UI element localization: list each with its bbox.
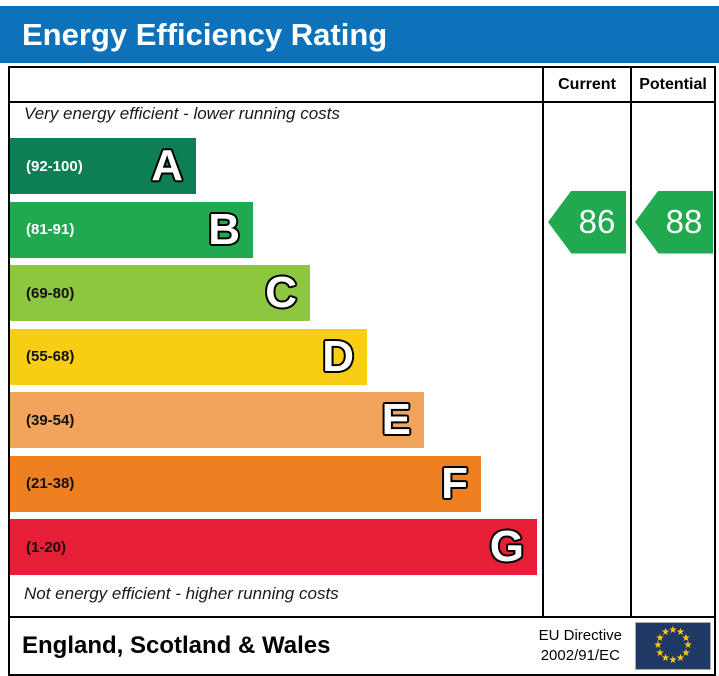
eu-flag-star: ★	[655, 647, 665, 659]
band-g: (1-20) G	[10, 519, 537, 575]
potential-column: Potential	[630, 68, 714, 616]
band-c: (69-80) C	[10, 265, 310, 321]
current-column-header: Current	[558, 76, 616, 93]
top-note: Very energy efficient - lower running co…	[24, 104, 340, 123]
band-letter: B	[208, 204, 240, 254]
band-range-label: (21-38)	[26, 475, 75, 492]
region-label: England, Scotland & Wales	[22, 632, 331, 659]
eu-flag-star: ★	[668, 655, 678, 666]
header-separator	[10, 101, 714, 103]
bottom-note: Not energy efficient - higher running co…	[24, 584, 339, 603]
band-letter: A	[151, 141, 183, 190]
band-range-label: (55-68)	[26, 348, 75, 365]
title-bar: Energy Efficiency Rating	[0, 6, 719, 63]
eu-flag-star: ★	[661, 627, 670, 638]
eu-flag-star: ★	[661, 652, 670, 664]
rating-table: Very energy efficient - lower running co…	[8, 66, 716, 618]
eu-flag-star: ★	[681, 647, 691, 659]
eu-flag-star: ★	[683, 640, 693, 651]
band-d: (55-68) D	[10, 328, 367, 385]
eu-directive-line2: 2002/91/EC	[540, 647, 620, 664]
page-title: Energy Efficiency Rating	[22, 16, 388, 52]
band-range-label: (81-91)	[26, 221, 75, 238]
band-a: (92-100) A	[10, 138, 196, 194]
footer-bar: England, Scotland & Wales EU Directive 2…	[8, 616, 716, 676]
band-b: (81-91) B	[10, 201, 253, 258]
potential-rating-value: 88	[665, 203, 703, 240]
band-range-label: (92-100)	[26, 157, 83, 175]
eu-flag-star: ★	[653, 640, 663, 651]
band-range-label: (39-54)	[26, 411, 75, 429]
eu-flag-star: ★	[655, 632, 665, 644]
band-letter: G	[489, 522, 524, 571]
band-range-label: (69-80)	[26, 284, 75, 302]
band-e: (39-54) E	[10, 392, 424, 448]
eu-directive-label: EU Directive 2002/91/EC	[539, 626, 622, 666]
eu-flag-star: ★	[676, 652, 685, 664]
eu-directive-line1: EU Directive	[538, 627, 622, 644]
eu-flag-star: ★	[681, 632, 691, 644]
band-letter: F	[441, 458, 468, 508]
band-letter: E	[381, 395, 411, 444]
band-f: (21-38) F	[10, 455, 481, 512]
band-letter: C	[265, 268, 297, 317]
current-column: Current	[542, 68, 630, 616]
eu-flag-icon: ★ ★ ★ ★ ★ ★ ★ ★ ★ ★ ★ ★	[635, 622, 711, 670]
band-letter: D	[322, 331, 354, 381]
eu-flag-star: ★	[668, 625, 678, 636]
current-rating-value: 86	[578, 203, 616, 240]
band-range-label: (1-20)	[26, 538, 67, 556]
eu-flag-star: ★	[676, 627, 685, 638]
potential-column-header: Potential	[639, 76, 707, 93]
